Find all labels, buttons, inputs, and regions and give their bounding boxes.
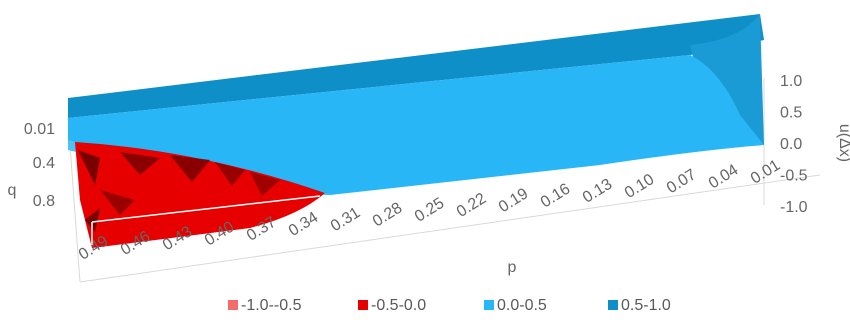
q-tick-label: 0.01 <box>24 121 55 138</box>
z-tick-label: 0.0 <box>780 136 802 153</box>
surface-negative-shadow-1 <box>78 150 100 185</box>
p-tick-label: 0.25 <box>412 195 448 226</box>
legend: -1.0--0.5 -0.5-0.0 0.0-0.5 0.5-1.0 <box>228 297 671 314</box>
legend-label[interactable]: 0.0-0.5 <box>497 297 547 314</box>
q-tick-labels: 0.01 0.4 0.8 <box>24 121 55 210</box>
p-tick-label: 0.22 <box>454 190 490 221</box>
z-tick-label: 0.5 <box>780 105 802 122</box>
surface-negative-shadow-3 <box>170 155 210 182</box>
z-tick-labels: 1.0 0.5 0.0 -0.5 -1.0 <box>780 73 808 216</box>
floor-front-edge <box>79 174 821 283</box>
p-tick-label: 0.31 <box>328 204 364 235</box>
z-tick-label: 1.0 <box>780 73 802 90</box>
surface <box>68 14 764 248</box>
x-axis-title: p <box>508 259 517 276</box>
legend-label[interactable]: -0.5-0.0 <box>371 297 426 314</box>
floor-overlay-line-1 <box>91 195 321 223</box>
z-axis-title: u(Δx) <box>836 124 850 162</box>
surface-negative-shadow-7 <box>85 208 100 232</box>
q-tick-label: 0.4 <box>33 155 55 172</box>
p-tick-label: 0.13 <box>580 176 616 207</box>
p-tick-label: 0.10 <box>622 171 658 202</box>
y-axis-title: q <box>8 182 17 199</box>
legend-label[interactable]: 0.5-1.0 <box>621 297 671 314</box>
legend-swatch[interactable] <box>358 300 368 310</box>
p-tick-label: 0.19 <box>496 185 532 216</box>
q-tick-label: 0.8 <box>33 193 55 210</box>
z-tick-label: -1.0 <box>780 199 808 216</box>
surface-negative-shadow-2 <box>120 152 160 175</box>
p-tick-label: 0.07 <box>664 166 700 197</box>
legend-swatch[interactable] <box>228 300 238 310</box>
surface-band-high <box>68 14 764 118</box>
floor-overlay <box>91 195 321 245</box>
legend-swatch[interactable] <box>608 300 618 310</box>
p-tick-label: 0.04 <box>706 161 742 192</box>
surface-negative-shadow-4 <box>215 162 245 186</box>
p-tick-label: 0.28 <box>370 199 406 230</box>
legend-swatch[interactable] <box>484 300 494 310</box>
p-tick-label: 0.16 <box>538 180 574 211</box>
surface-band-mid <box>68 55 764 195</box>
surface-right-wall <box>690 14 764 145</box>
surface-negative-shadow-6 <box>100 190 135 215</box>
z-tick-label: -0.5 <box>780 168 808 185</box>
surface-negative-shadow-5 <box>250 172 280 196</box>
legend-label[interactable]: -1.0--0.5 <box>241 297 302 314</box>
